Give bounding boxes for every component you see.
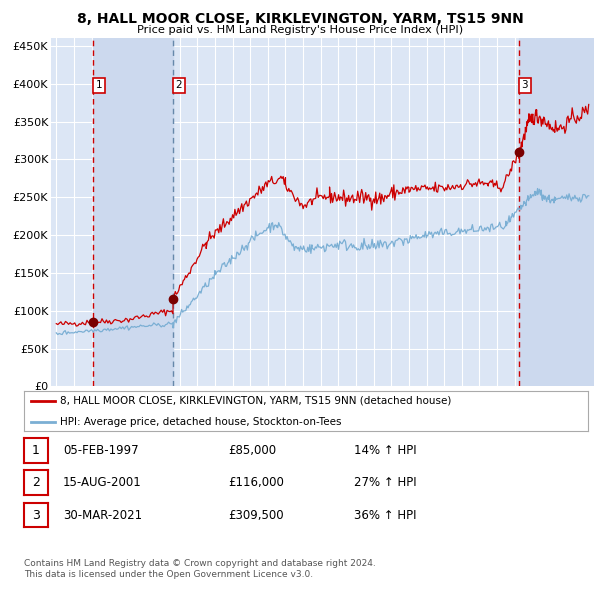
Text: 8, HALL MOOR CLOSE, KIRKLEVINGTON, YARM, TS15 9NN: 8, HALL MOOR CLOSE, KIRKLEVINGTON, YARM,… — [77, 12, 523, 26]
Text: 3: 3 — [32, 509, 40, 522]
Text: £309,500: £309,500 — [228, 509, 284, 522]
Bar — [93, 38, 173, 386]
Text: 1: 1 — [32, 444, 40, 457]
Text: £85,000: £85,000 — [228, 444, 276, 457]
Text: 3: 3 — [521, 80, 528, 90]
Text: 36% ↑ HPI: 36% ↑ HPI — [354, 509, 416, 522]
Text: 05-FEB-1997: 05-FEB-1997 — [63, 444, 139, 457]
Text: HPI: Average price, detached house, Stockton-on-Tees: HPI: Average price, detached house, Stoc… — [59, 417, 341, 427]
Text: Contains HM Land Registry data © Crown copyright and database right 2024.: Contains HM Land Registry data © Crown c… — [24, 559, 376, 568]
Text: 8, HALL MOOR CLOSE, KIRKLEVINGTON, YARM, TS15 9NN (detached house): 8, HALL MOOR CLOSE, KIRKLEVINGTON, YARM,… — [59, 396, 451, 405]
Text: 2: 2 — [176, 80, 182, 90]
Bar — [519, 38, 594, 386]
Text: £116,000: £116,000 — [228, 476, 284, 489]
Text: 2: 2 — [32, 476, 40, 489]
Text: 15-AUG-2001: 15-AUG-2001 — [63, 476, 142, 489]
Text: 1: 1 — [96, 80, 103, 90]
Text: 27% ↑ HPI: 27% ↑ HPI — [354, 476, 416, 489]
Text: 14% ↑ HPI: 14% ↑ HPI — [354, 444, 416, 457]
Text: This data is licensed under the Open Government Licence v3.0.: This data is licensed under the Open Gov… — [24, 571, 313, 579]
Text: 30-MAR-2021: 30-MAR-2021 — [63, 509, 142, 522]
Text: Price paid vs. HM Land Registry's House Price Index (HPI): Price paid vs. HM Land Registry's House … — [137, 25, 463, 35]
